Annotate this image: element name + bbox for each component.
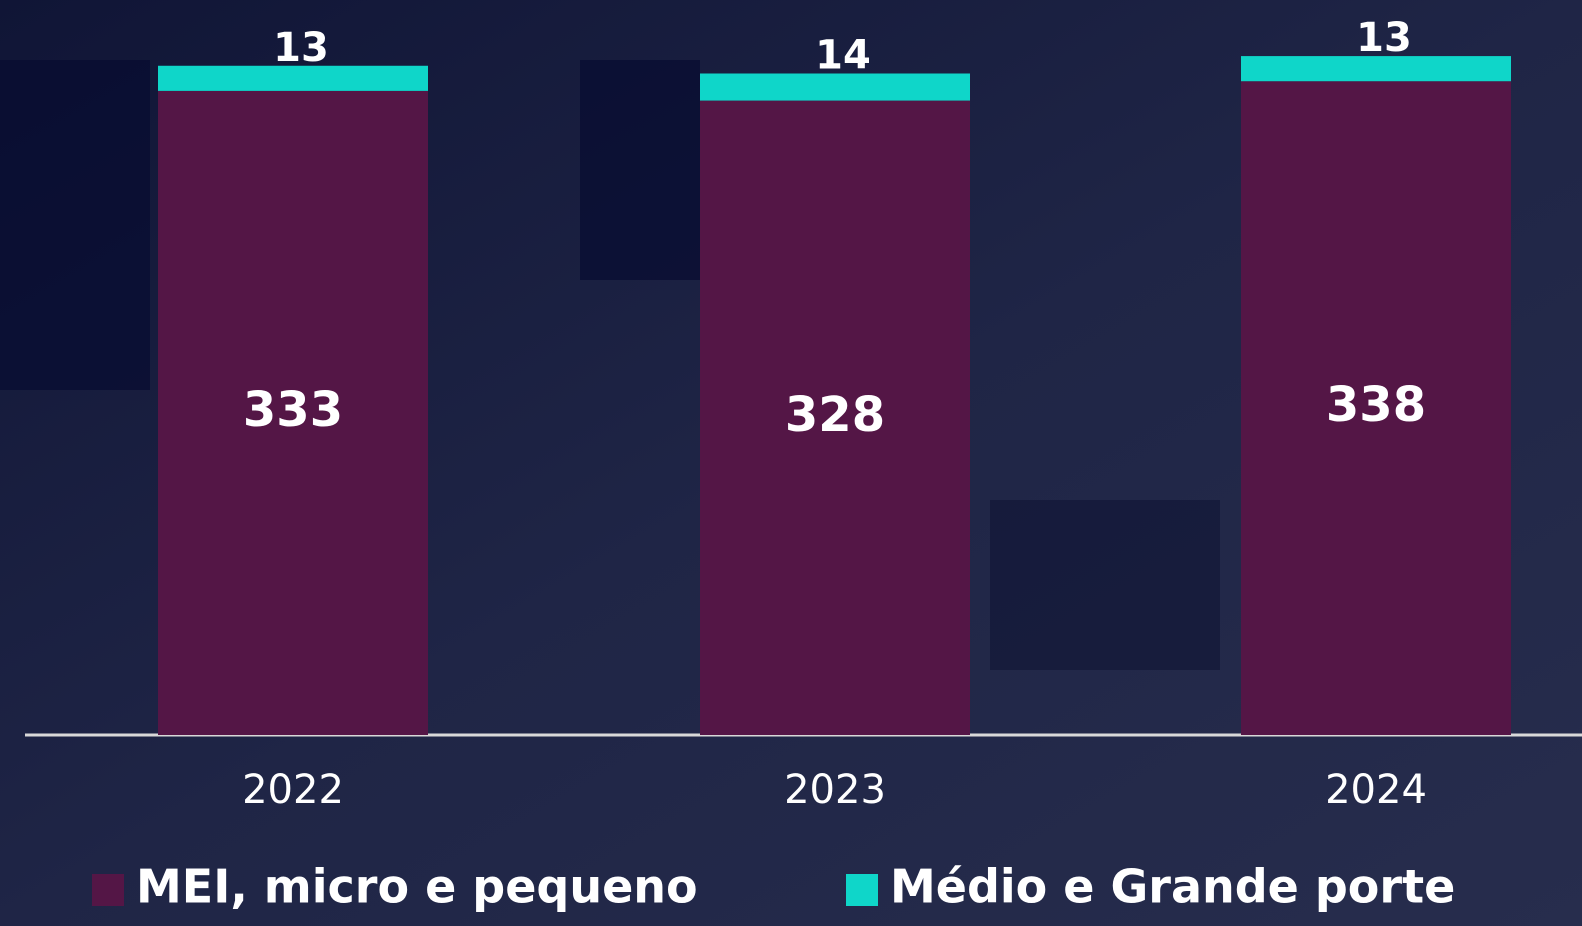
monitor	[990, 500, 1220, 670]
value-label: 338	[1326, 377, 1426, 433]
window	[0, 60, 150, 390]
legend-label: MEI, micro e pequeno	[136, 860, 698, 914]
value-label: 328	[785, 387, 885, 443]
legend-label: Médio e Grande porte	[890, 860, 1455, 914]
page: 333 13 2022 328 14 2023 338 13 2024 MEI, micro e …	[0, 0, 1582, 926]
legend-swatch	[846, 874, 878, 906]
legend-swatch	[92, 874, 124, 906]
value-label: 14	[815, 33, 871, 79]
value-label: 333	[243, 382, 343, 438]
value-label: 13	[1356, 15, 1412, 61]
chart: 333 13 2022 328 14 2023 338 13 2024 MEI, micro e …	[0, 0, 1582, 926]
x-tick-label: 2022	[242, 767, 344, 813]
x-tick-label: 2024	[1325, 767, 1427, 813]
value-label: 13	[273, 25, 329, 71]
window	[580, 60, 700, 280]
x-tick-label: 2023	[784, 767, 886, 813]
